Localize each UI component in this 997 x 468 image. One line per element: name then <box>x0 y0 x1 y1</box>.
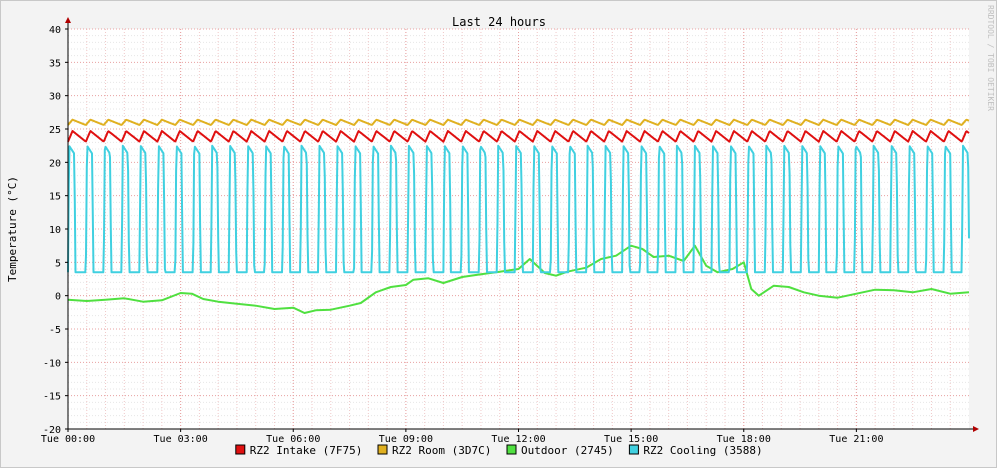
legend-swatch-3 <box>628 444 639 455</box>
series-line-3 <box>67 144 970 274</box>
y-tick-label: 40 <box>49 25 61 36</box>
series-line-1 <box>67 118 970 126</box>
grid <box>67 28 969 430</box>
series-line-2 <box>67 244 970 314</box>
legend-label-3: RZ2 Cooling (3588) <box>643 444 762 457</box>
axes <box>65 17 979 432</box>
legend-label-0: RZ2 Intake (7F75) <box>250 444 363 457</box>
legend-swatch-0 <box>235 444 246 455</box>
y-tick-label: -5 <box>49 325 61 336</box>
x-tick-label: Tue 15:00 <box>604 434 658 445</box>
y-tick-label: 25 <box>49 125 61 136</box>
y-tick-label: 20 <box>49 158 61 169</box>
x-tick-label: Tue 00:00 <box>41 434 95 445</box>
x-tick-label: Tue 03:00 <box>154 434 208 445</box>
series-line-0 <box>67 130 970 143</box>
legend: RZ2 Intake (7F75) RZ2 Room (3D7C) Outdoor … <box>235 444 763 457</box>
legend-swatch-1 <box>377 444 388 455</box>
x-tick-label: Tue 06:00 <box>266 434 320 445</box>
x-tick-label: Tue 21:00 <box>829 434 883 445</box>
y-tick-label: 15 <box>49 192 61 203</box>
x-tick-label: Tue 18:00 <box>717 434 771 445</box>
x-tick-label: Tue 12:00 <box>491 434 545 445</box>
x-axis-arrow <box>973 426 979 432</box>
y-tick-labels: 40 35 30 25 20 15 10 5 0 -5 -10 -15 -20 <box>43 25 68 436</box>
watermark: RRDTOOL / TOBI OETIKER <box>986 5 995 111</box>
legend-label-2: Outdoor (2745) <box>521 444 614 457</box>
y-tick-label: -20 <box>43 425 61 436</box>
y-axis-arrow <box>65 17 71 23</box>
legend-swatch-2 <box>506 444 517 455</box>
series-layer <box>67 118 970 314</box>
y-tick-label: 0 <box>55 292 61 303</box>
x-tick-label: Tue 09:00 <box>379 434 433 445</box>
chart-title: Last 24 hours <box>452 15 546 29</box>
legend-label-1: RZ2 Room (3D7C) <box>392 444 491 457</box>
y-tick-label: -15 <box>43 392 61 403</box>
y-tick-label: 5 <box>55 258 61 269</box>
y-tick-label: -10 <box>43 358 61 369</box>
y-tick-label: 30 <box>49 92 61 103</box>
y-axis-label: Temperature (°C) <box>6 176 19 282</box>
y-tick-label: 10 <box>49 225 61 236</box>
x-tick-labels: Tue 00:00 Tue 03:00 Tue 06:00 Tue 09:00 Tue … <box>41 429 883 445</box>
y-tick-label: 35 <box>49 58 61 69</box>
